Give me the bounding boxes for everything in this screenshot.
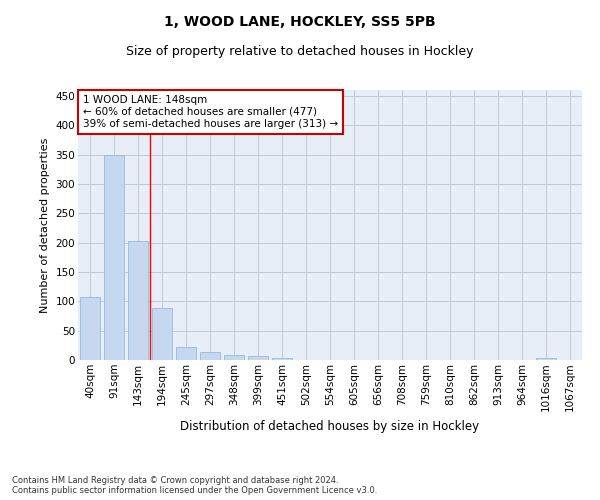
Text: Size of property relative to detached houses in Hockley: Size of property relative to detached ho… (126, 45, 474, 58)
Bar (200, 352, 220, 360)
Bar (248, 356, 268, 360)
Bar (536, 358, 556, 360)
Text: 1, WOOD LANE, HOCKLEY, SS5 5PB: 1, WOOD LANE, HOCKLEY, SS5 5PB (164, 15, 436, 29)
Bar (224, 356, 244, 360)
X-axis label: Distribution of detached houses by size in Hockley: Distribution of detached houses by size … (181, 420, 479, 432)
Bar (176, 346, 196, 360)
Text: 1 WOOD LANE: 148sqm
← 60% of detached houses are smaller (477)
39% of semi-detac: 1 WOOD LANE: 148sqm ← 60% of detached ho… (83, 96, 338, 128)
Bar (80, 297, 100, 360)
Y-axis label: Number of detached properties: Number of detached properties (40, 138, 50, 312)
Bar (272, 358, 292, 360)
Bar (104, 155, 124, 360)
Bar (128, 242, 148, 360)
Text: Contains HM Land Registry data © Crown copyright and database right 2024.
Contai: Contains HM Land Registry data © Crown c… (12, 476, 377, 495)
Bar (152, 308, 172, 360)
